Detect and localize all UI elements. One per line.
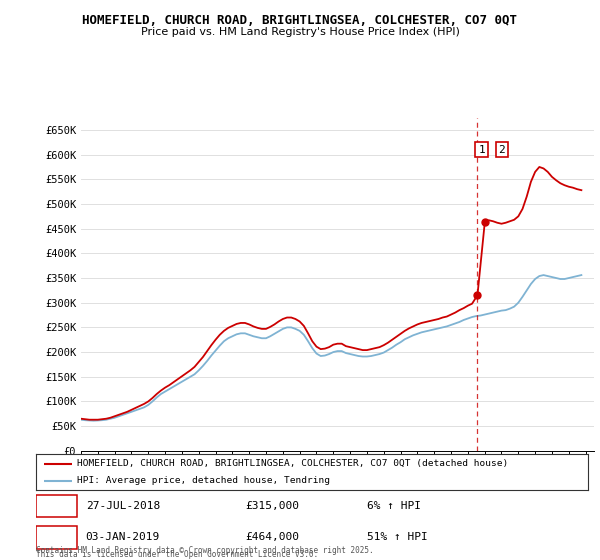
Text: HPI: Average price, detached house, Tendring: HPI: Average price, detached house, Tend… xyxy=(77,477,331,486)
Text: 03-JAN-2019: 03-JAN-2019 xyxy=(86,533,160,542)
Text: 1: 1 xyxy=(53,501,60,511)
Text: This data is licensed under the Open Government Licence v3.0.: This data is licensed under the Open Gov… xyxy=(36,550,318,559)
Text: 1: 1 xyxy=(478,144,485,155)
Text: 2: 2 xyxy=(498,144,505,155)
Text: Contains HM Land Registry data © Crown copyright and database right 2025.: Contains HM Land Registry data © Crown c… xyxy=(36,546,374,555)
Text: HOMEFIELD, CHURCH ROAD, BRIGHTLINGSEA, COLCHESTER, CO7 0QT (detached house): HOMEFIELD, CHURCH ROAD, BRIGHTLINGSEA, C… xyxy=(77,459,509,468)
FancyBboxPatch shape xyxy=(36,494,77,517)
Text: 2: 2 xyxy=(53,533,60,542)
Text: £464,000: £464,000 xyxy=(246,533,300,542)
Text: 6% ↑ HPI: 6% ↑ HPI xyxy=(367,501,421,511)
Text: HOMEFIELD, CHURCH ROAD, BRIGHTLINGSEA, COLCHESTER, CO7 0QT: HOMEFIELD, CHURCH ROAD, BRIGHTLINGSEA, C… xyxy=(83,14,517,27)
FancyBboxPatch shape xyxy=(36,526,77,549)
Text: Price paid vs. HM Land Registry's House Price Index (HPI): Price paid vs. HM Land Registry's House … xyxy=(140,27,460,37)
Text: 27-JUL-2018: 27-JUL-2018 xyxy=(86,501,160,511)
Text: 51% ↑ HPI: 51% ↑ HPI xyxy=(367,533,428,542)
Text: £315,000: £315,000 xyxy=(246,501,300,511)
